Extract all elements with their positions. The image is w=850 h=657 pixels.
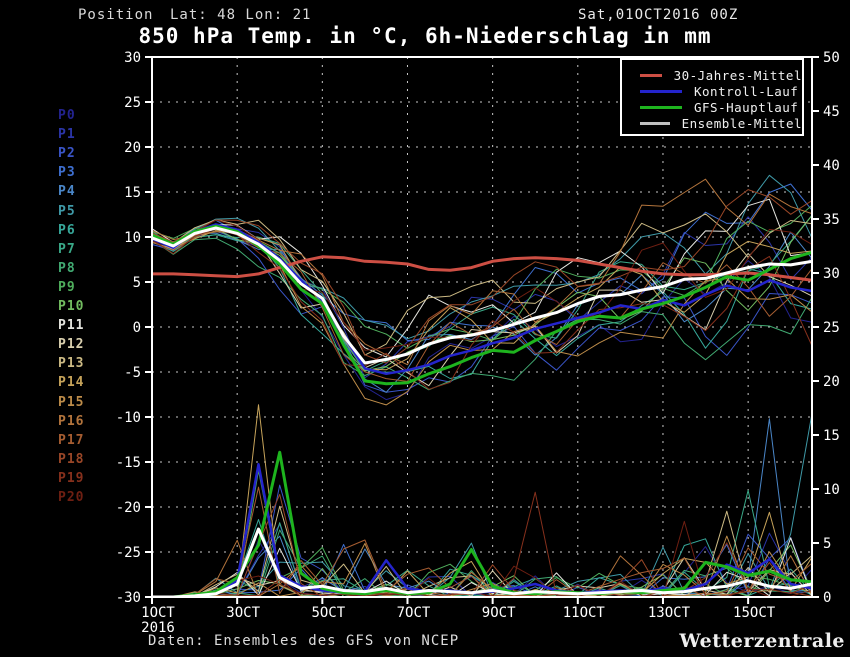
member-temp-line-P13 xyxy=(152,213,812,356)
x-tick-sublabel: 2016 xyxy=(141,620,175,636)
member-label-P3: P3 xyxy=(58,165,76,181)
member-temp-line-P5 xyxy=(152,174,812,340)
y-left-tick-label: 0 xyxy=(133,320,141,336)
y-right-tick-label: 0 xyxy=(823,590,831,606)
member-label-P6: P6 xyxy=(58,222,76,238)
y-left-tick-label: 30 xyxy=(124,50,141,66)
y-left-tick-label: 15 xyxy=(124,185,141,201)
y-right-tick-label: 5 xyxy=(823,536,831,552)
member-precip-line-P14 xyxy=(152,404,812,597)
legend-item-kontroll-lauf: Kontroll-Lauf xyxy=(640,83,802,99)
member-label-P17: P17 xyxy=(58,432,85,448)
legend-item-30-jahres-mittel: 30-Jahres-Mittel xyxy=(640,67,802,83)
y-left-tick-label: -20 xyxy=(116,500,141,516)
member-temp-line-P6 xyxy=(152,234,812,379)
lat-lon-value: Lat: 48 Lon: 21 xyxy=(170,7,312,23)
y-left-tick-label: -15 xyxy=(116,455,141,471)
series-temp-line-30-jahres-mittel xyxy=(152,255,812,282)
legend-item-ensemble-mittel: Ensemble-Mittel xyxy=(640,115,802,131)
member-label-P1: P1 xyxy=(58,127,76,143)
series-precip-line-ensemble-mittel xyxy=(152,527,812,597)
series-precip-line-gfs-hauptlauf xyxy=(152,450,812,597)
member-label-P18: P18 xyxy=(58,451,85,467)
member-label-P13: P13 xyxy=(58,356,85,372)
x-tick-label: 5OCT xyxy=(311,605,345,621)
y-right-tick-label: 50 xyxy=(823,50,840,66)
x-tick-label: 9OCT xyxy=(482,605,516,621)
x-tick-label: 3OCT xyxy=(226,605,260,621)
member-label-P12: P12 xyxy=(58,337,85,353)
member-label-P11: P11 xyxy=(58,318,85,334)
member-temp-line-P7 xyxy=(152,214,812,372)
site-brand: Wetterzentrale xyxy=(679,630,845,652)
x-tick-label: 1OCT xyxy=(141,605,175,621)
x-tick-label: 15OCT xyxy=(733,605,776,621)
member-temp-line-P15 xyxy=(152,231,812,406)
member-label-P5: P5 xyxy=(58,203,76,219)
y-left-tick-label: 5 xyxy=(133,275,141,291)
member-label-P2: P2 xyxy=(58,146,76,162)
y-left-tick-label: -30 xyxy=(116,590,141,606)
y-right-tick-label: 30 xyxy=(823,266,840,282)
legend-line-swatch-gray xyxy=(640,121,670,125)
y-right-tick-label: 40 xyxy=(823,158,840,174)
legend-label: 30-Jahres-Mittel xyxy=(673,67,802,83)
member-label-P20: P20 xyxy=(58,490,85,505)
member-label-P7: P7 xyxy=(58,241,76,257)
y-left-tick-label: 20 xyxy=(124,140,141,156)
member-label-P16: P16 xyxy=(58,413,85,429)
member-precip-line-P3 xyxy=(152,543,812,597)
member-temp-line-P17 xyxy=(152,225,812,382)
legend-line-swatch-green xyxy=(640,105,682,109)
legend-line-swatch-blue xyxy=(640,89,682,93)
member-precip-line-P10 xyxy=(152,544,812,597)
y-right-tick-label: 15 xyxy=(823,428,840,444)
member-label-P10: P10 xyxy=(58,299,85,314)
y-left-tick-label: -10 xyxy=(116,410,141,426)
member-temp-line-P3 xyxy=(152,183,812,341)
series-temp-line-gfs-hauptlauf xyxy=(152,224,812,386)
legend-line-swatch-red xyxy=(640,73,662,77)
legend-box: 30-Jahres-Mittel Kontroll-Lauf GFS-Haupt… xyxy=(620,58,804,136)
position-label: Position xyxy=(78,7,154,23)
y-left-tick-label: 10 xyxy=(124,230,141,246)
member-label-P19: P19 xyxy=(58,470,85,486)
legend-label: GFS-Hauptlauf xyxy=(694,99,799,115)
member-temp-line-P12 xyxy=(152,225,812,387)
plot-frame xyxy=(151,56,813,598)
data-source-credit: Daten: Ensembles des GFS von NCEP xyxy=(148,633,460,649)
member-label-P9: P9 xyxy=(58,279,76,295)
y-right-tick-label: 35 xyxy=(823,212,840,228)
x-tick-label: 7OCT xyxy=(397,605,431,621)
series-temp-line-ensemble-mittel xyxy=(152,226,812,365)
y-left-tick-label: -5 xyxy=(124,365,141,381)
legend-label: Kontroll-Lauf xyxy=(694,83,799,99)
x-tick-label: 11OCT xyxy=(563,605,606,621)
member-temp-line-P1 xyxy=(152,216,812,379)
member-label-P4: P4 xyxy=(58,184,76,200)
x-tick-label: 13OCT xyxy=(648,605,691,621)
member-temp-line-P2 xyxy=(152,230,812,393)
member-temp-line-P19 xyxy=(152,228,812,390)
member-label-P0: P0 xyxy=(58,108,76,123)
member-label-P15: P15 xyxy=(58,394,85,410)
y-right-tick-label: 10 xyxy=(823,482,840,498)
member-label-P8: P8 xyxy=(58,260,76,276)
member-temp-line-P18 xyxy=(152,189,812,364)
member-temp-line-P8 xyxy=(152,237,812,391)
chart-title: 850 hPa Temp. in °C, 6h-Niederschlag in … xyxy=(138,24,712,48)
legend-item-gfs-hauptlauf: GFS-Hauptlauf xyxy=(640,99,802,115)
y-right-tick-label: 20 xyxy=(823,374,840,390)
y-right-tick-label: 45 xyxy=(823,104,840,120)
member-precip-line-P16 xyxy=(152,539,812,597)
y-left-tick-label: -25 xyxy=(116,545,141,561)
run-datetime: Sat,01OCT2016 00Z xyxy=(578,7,739,23)
member-label-P14: P14 xyxy=(58,375,85,391)
member-temp-line-P16 xyxy=(152,178,812,366)
y-left-tick-label: 25 xyxy=(124,95,141,111)
y-right-tick-label: 25 xyxy=(823,320,840,336)
legend-label: Ensemble-Mittel xyxy=(681,115,802,131)
